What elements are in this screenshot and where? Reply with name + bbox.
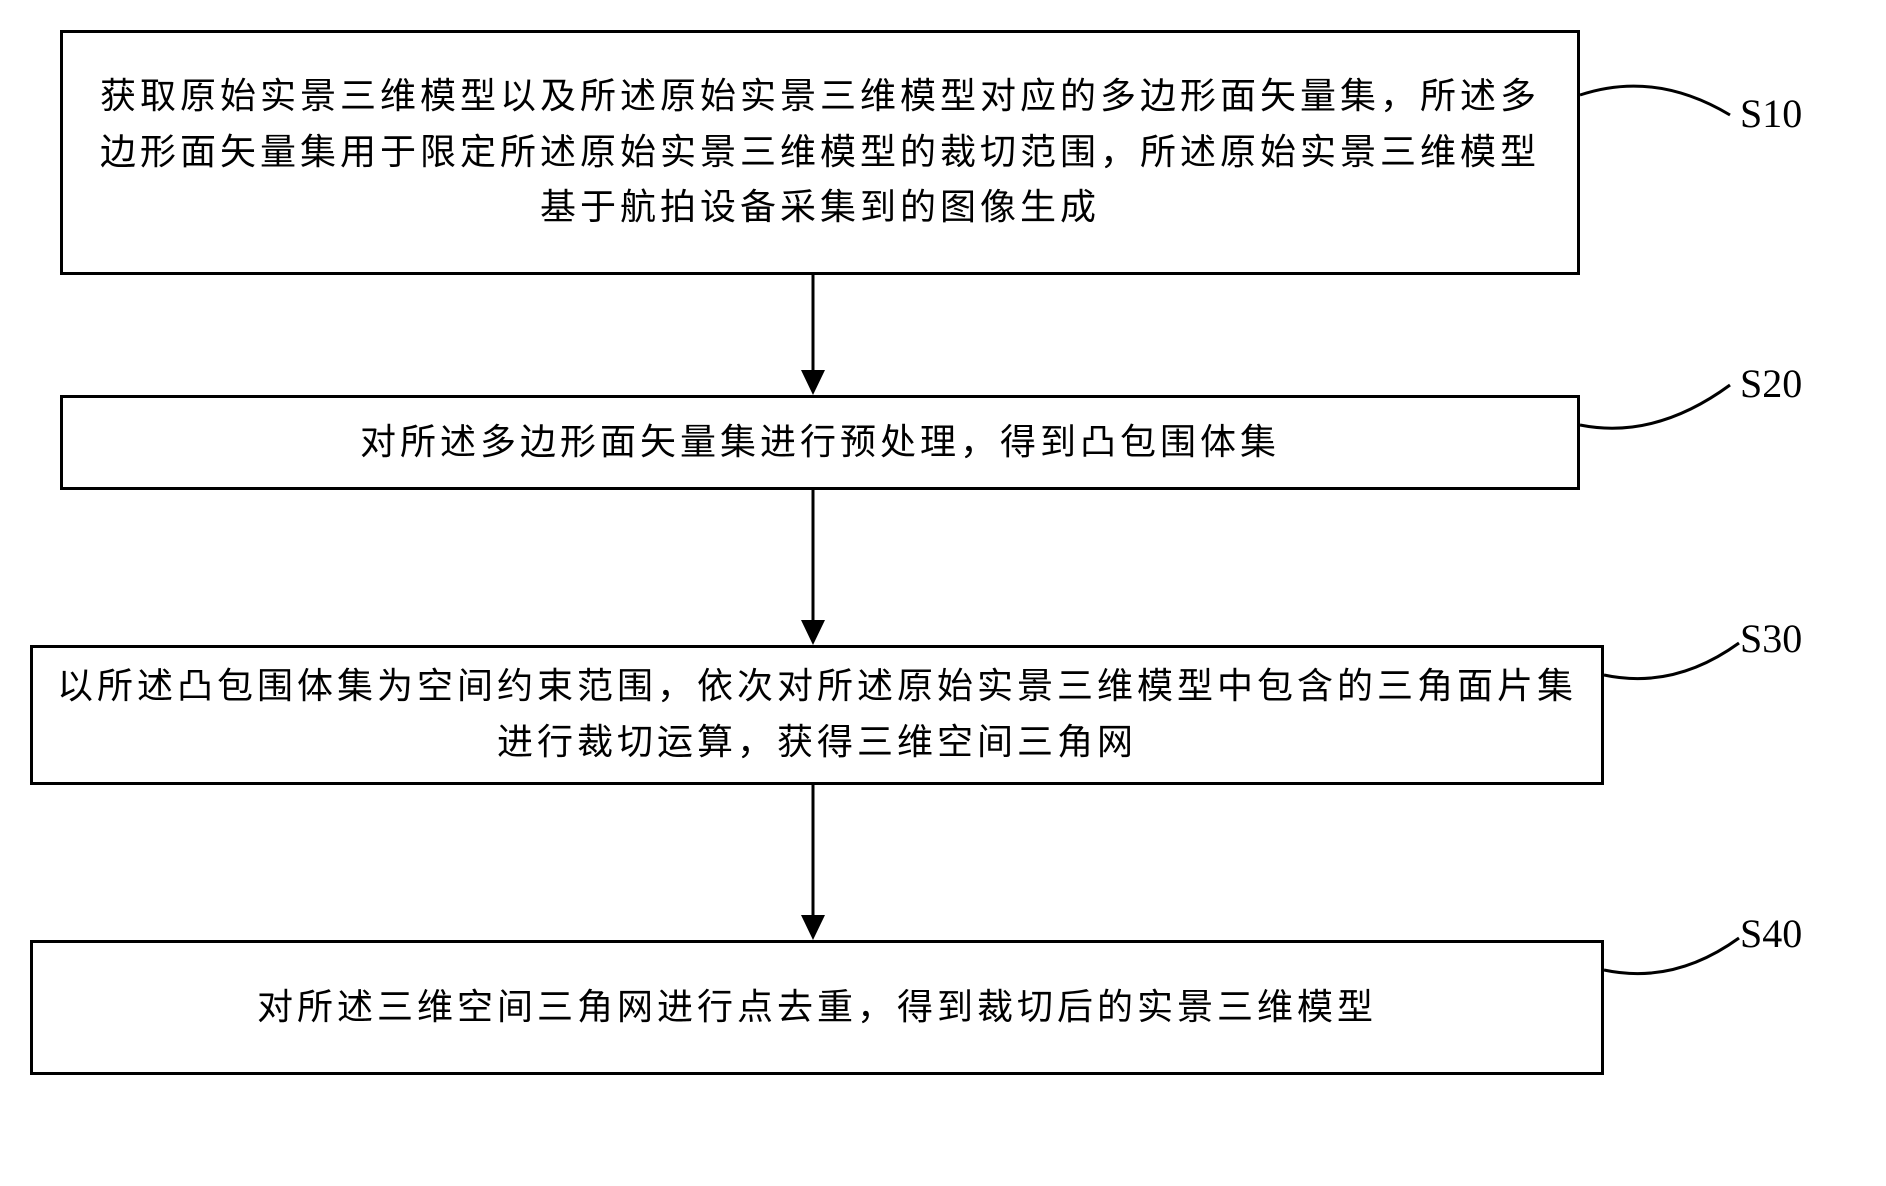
arrow-s30-s40 [20,785,1866,940]
step-label-s20: S20 [1740,360,1802,407]
arrow-icon [793,275,833,395]
step-row-s10: 获取原始实景三维模型以及所述原始实景三维模型对应的多边形面矢量集，所述多边形面矢… [20,30,1866,275]
step-row-s20: 对所述多边形面矢量集进行预处理，得到凸包围体集 S20 [20,395,1866,490]
connector-s20 [1580,375,1740,455]
step-label-s10: S10 [1740,90,1802,137]
step-box-s40: 对所述三维空间三角网进行点去重，得到裁切后的实景三维模型 [30,940,1604,1075]
connector-s40 [1604,930,1754,1010]
arrow-icon [793,785,833,940]
step-text-s30: 以所述凸包围体集为空间约束范围，依次对所述原始实景三维模型中包含的三角面片集进行… [57,659,1577,771]
step-box-s20: 对所述多边形面矢量集进行预处理，得到凸包围体集 [60,395,1580,490]
flowchart-container: 获取原始实景三维模型以及所述原始实景三维模型对应的多边形面矢量集，所述多边形面矢… [20,30,1866,1075]
arrow-s20-s30 [20,490,1866,645]
step-row-s30: 以所述凸包围体集为空间约束范围，依次对所述原始实景三维模型中包含的三角面片集进行… [20,645,1866,785]
step-text-s10: 获取原始实景三维模型以及所述原始实景三维模型对应的多边形面矢量集，所述多边形面矢… [87,69,1553,236]
step-row-s40: 对所述三维空间三角网进行点去重，得到裁切后的实景三维模型 S40 [20,940,1866,1075]
step-label-s30: S30 [1740,615,1802,662]
arrow-icon [793,490,833,645]
step-text-s20: 对所述多边形面矢量集进行预处理，得到凸包围体集 [360,415,1280,471]
connector-s30 [1604,635,1754,715]
step-box-s30: 以所述凸包围体集为空间约束范围，依次对所述原始实景三维模型中包含的三角面片集进行… [30,645,1604,785]
step-text-s40: 对所述三维空间三角网进行点去重，得到裁切后的实景三维模型 [257,980,1377,1036]
step-label-s40: S40 [1740,910,1802,957]
step-box-s10: 获取原始实景三维模型以及所述原始实景三维模型对应的多边形面矢量集，所述多边形面矢… [60,30,1580,275]
connector-s10 [1580,75,1740,155]
